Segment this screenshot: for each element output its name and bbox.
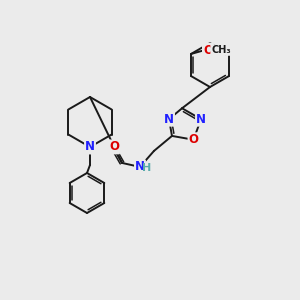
Text: N: N — [135, 160, 145, 173]
Text: CH₃: CH₃ — [211, 45, 231, 55]
Text: N: N — [164, 113, 174, 126]
Text: O: O — [203, 44, 213, 56]
Text: N: N — [196, 113, 206, 126]
Text: O: O — [188, 133, 199, 146]
Text: O: O — [109, 140, 119, 153]
Text: H: H — [142, 163, 152, 173]
Text: N: N — [85, 140, 95, 154]
